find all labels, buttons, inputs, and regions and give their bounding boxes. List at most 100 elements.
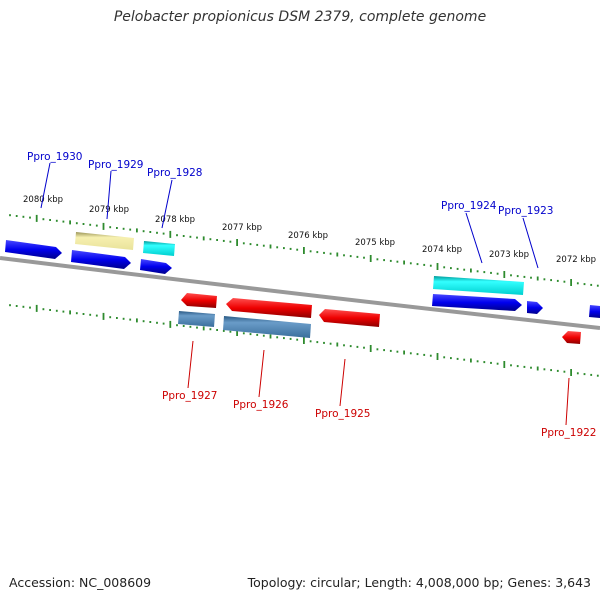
ruler-tick [15, 305, 18, 307]
ruler-tick [483, 271, 486, 274]
gene-arrow-blue[interactable] [589, 305, 600, 318]
ruler-tick [202, 326, 205, 331]
gene-box-steelblue[interactable] [223, 316, 311, 338]
ruler-tick [443, 356, 446, 359]
ruler-tick [596, 374, 599, 377]
gene-label[interactable]: Ppro_1930 [27, 151, 82, 163]
ruler-tick [323, 251, 325, 254]
ruler-tick [443, 266, 446, 269]
ruler-tick [543, 278, 546, 281]
ruler-tick [209, 328, 212, 331]
ruler-tick [249, 333, 252, 336]
ruler-tick [129, 318, 132, 321]
kbp-label: 2072 kbp [556, 255, 596, 265]
ruler-tick [15, 215, 18, 217]
ruler-tick [403, 350, 405, 355]
ruler-tick [423, 263, 426, 266]
ruler-tick [229, 330, 232, 333]
ruler-tick [162, 232, 165, 235]
gene-label[interactable]: Ppro_1924 [441, 200, 497, 212]
gene-box-steelblue[interactable] [178, 311, 215, 327]
ruler-tick [276, 336, 279, 339]
ruler-tick [22, 215, 25, 218]
ruler-tick [316, 251, 319, 254]
ruler-tick [463, 358, 466, 361]
ruler-tick [476, 270, 479, 273]
ruler-tick [156, 321, 158, 324]
ruler-tick [383, 349, 385, 352]
ruler-tick [363, 256, 365, 259]
gene-label[interactable]: Ppro_1922 [541, 427, 596, 439]
kbp-label: 2075 kbp [355, 238, 395, 248]
ruler-tick [409, 352, 412, 355]
gene-label[interactable]: Ppro_1928 [147, 167, 202, 179]
gene-label[interactable]: Ppro_1927 [162, 390, 217, 402]
ruler-tick [142, 230, 145, 233]
ruler-tick [396, 260, 399, 263]
ruler-tick [296, 338, 299, 341]
ruler-tick [222, 329, 225, 332]
ruler-tick [409, 262, 412, 265]
ruler-tick [356, 345, 359, 348]
ruler-tick [256, 333, 259, 336]
ruler-tick [136, 228, 138, 233]
ruler-tick [29, 216, 31, 219]
ruler-tick [536, 276, 539, 281]
gene-arrow-blue[interactable] [5, 240, 62, 259]
ruler-tick [122, 227, 125, 230]
ruler-tick [463, 268, 466, 271]
ruler-tick [530, 276, 532, 279]
ruler-tick [95, 314, 98, 317]
ruler-tick [42, 218, 45, 221]
ruler-tick [189, 235, 192, 238]
genome-summary: Topology: circular; Length: 4,008,000 bp… [247, 575, 591, 590]
ruler-tick [102, 312, 105, 320]
gene-label[interactable]: Ppro_1925 [315, 408, 370, 420]
gene-arrow-blue[interactable] [140, 259, 172, 274]
ruler-tick [403, 260, 405, 265]
ruler-tick [576, 372, 579, 375]
gene-arrow-red[interactable] [226, 298, 312, 318]
ruler-tick [436, 263, 439, 270]
gene-arrow-red[interactable] [562, 331, 581, 344]
ruler-tick [156, 231, 158, 234]
gene-label[interactable]: Ppro_1923 [498, 205, 553, 217]
gene-arrow-blue[interactable] [432, 294, 522, 311]
ruler-tick [169, 230, 172, 238]
ruler-top [9, 214, 599, 287]
gene-label[interactable]: Ppro_1926 [233, 399, 289, 411]
ruler-tick [296, 248, 299, 251]
ruler-tick [229, 240, 232, 243]
ruler-tick [82, 313, 85, 315]
ruler-tick [176, 324, 178, 327]
ruler-tick [376, 258, 379, 261]
gene-label[interactable]: Ppro_1929 [88, 159, 143, 171]
ruler-tick [516, 275, 519, 278]
kbp-label: 2079 kbp [89, 205, 129, 215]
ruler-tick [530, 366, 532, 369]
ruler-tick [209, 238, 212, 241]
ruler-tick [196, 236, 198, 239]
genome-backbone [0, 256, 600, 330]
ruler-tick [216, 239, 218, 241]
ruler-tick [35, 304, 38, 312]
ruler-tick [102, 222, 105, 230]
ruler-tick [136, 318, 138, 323]
ruler-tick [396, 350, 399, 353]
ruler-tick [343, 254, 345, 257]
gene-arrow-red[interactable] [319, 309, 380, 327]
ruler-tick [456, 357, 459, 360]
kbp-label: 2076 kbp [288, 231, 328, 241]
gene-arrow-red[interactable] [181, 293, 217, 308]
ruler-tick [556, 279, 559, 282]
ruler-tick [316, 341, 319, 344]
gene-box-khaki[interactable] [75, 232, 134, 250]
gene-arrow-blue[interactable] [71, 250, 131, 269]
gene-box-cyan[interactable] [143, 241, 175, 256]
ruler-tick [182, 235, 185, 237]
ruler-tick [343, 344, 345, 347]
gene-box-cyan[interactable] [433, 276, 524, 295]
gene-arrow-blue[interactable] [527, 301, 543, 314]
ruler-tick [276, 246, 279, 249]
ruler-tick [550, 369, 552, 372]
